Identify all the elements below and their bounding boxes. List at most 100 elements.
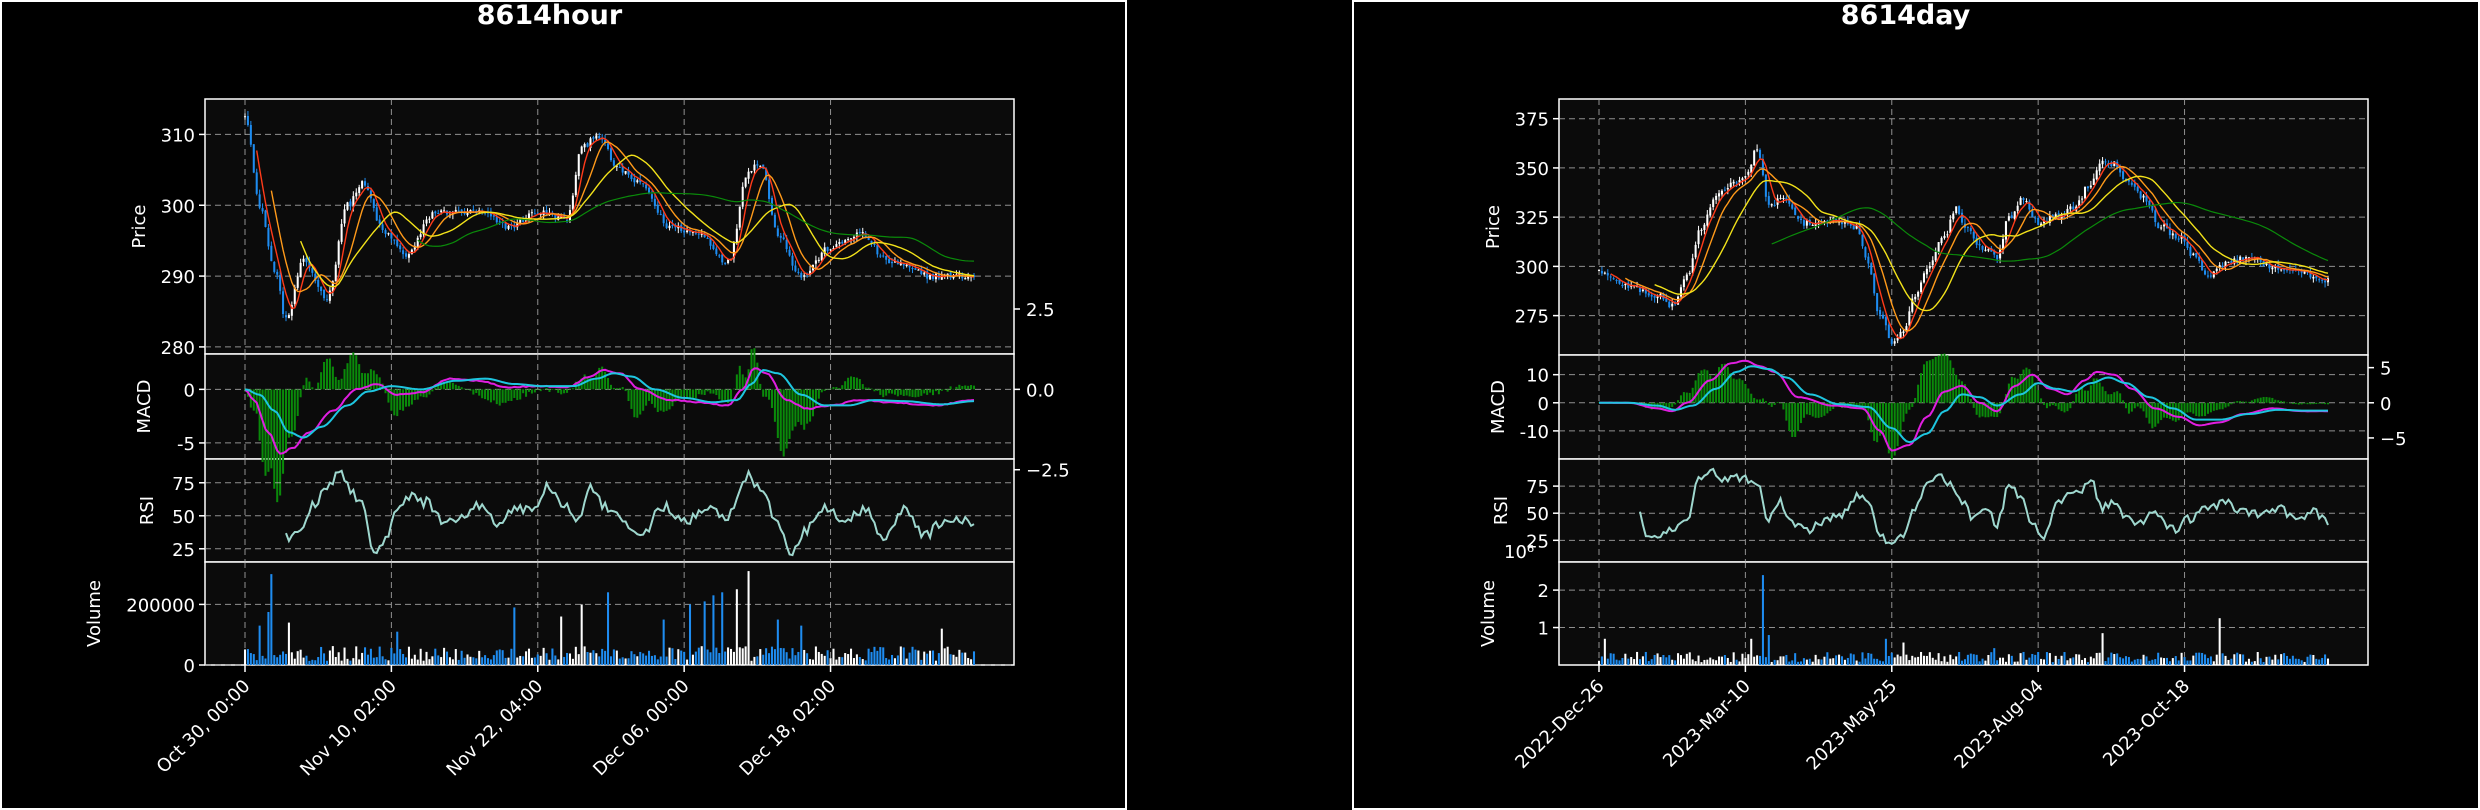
macd-hist-bar <box>1767 402 1770 405</box>
candle-body <box>2221 265 2224 267</box>
candle-body <box>2186 241 2189 248</box>
signal-line <box>244 369 975 439</box>
volume-bar <box>1920 651 1923 665</box>
candle-body <box>791 255 794 266</box>
candle-body <box>2283 268 2286 271</box>
volume-bar <box>800 625 803 665</box>
candle-body <box>2007 216 2010 221</box>
candle-body <box>949 272 952 279</box>
volume-bar <box>402 653 405 665</box>
volume-bar <box>299 649 302 665</box>
candle-body <box>372 199 375 209</box>
macd-hist-bar <box>718 389 721 400</box>
candle-body <box>2013 211 2016 220</box>
volume-bar <box>2136 658 2139 665</box>
macd-hist-bar <box>2078 389 2081 403</box>
volume-bar <box>867 648 870 665</box>
macd-hist-bar <box>826 389 829 390</box>
volume-bar <box>525 651 528 665</box>
volume-bar <box>1843 659 1846 665</box>
candle-body <box>1961 212 1964 223</box>
macd-right-ytick-label: −2.5 <box>1026 461 1070 482</box>
candle-body <box>2142 195 2145 198</box>
volume-bar <box>396 631 399 665</box>
volume-bar <box>826 650 829 665</box>
macd-ytick-label: 0 <box>184 380 195 401</box>
volume-bar <box>536 654 539 665</box>
candle-body <box>1928 265 1931 269</box>
candle-body <box>850 238 853 240</box>
macd-hist-bar <box>595 373 598 390</box>
volume-bar <box>946 646 949 665</box>
candle-body <box>2130 182 2133 185</box>
macd-hist-bar <box>2154 402 2157 427</box>
candle-body <box>314 273 317 281</box>
macd-hist-bar <box>361 372 364 390</box>
volume-bar <box>1685 653 1688 665</box>
x-tick-label: Dec 18, 02:00 <box>736 676 840 780</box>
volume-bar <box>697 647 700 665</box>
candle-body <box>595 135 598 139</box>
volume-bar <box>1972 654 1975 665</box>
macd-hist-bar <box>270 389 273 469</box>
candle-body <box>1858 225 1861 235</box>
candle-body <box>618 166 621 168</box>
volume-bar <box>700 646 703 665</box>
candle-body <box>2133 183 2136 187</box>
macd-hist-bar <box>560 389 563 395</box>
macd-hist-bar <box>2010 376 2013 403</box>
volume-bar <box>2291 655 2294 665</box>
macd-hist-bar <box>2189 402 2192 413</box>
macd-hist-bar <box>2151 402 2154 429</box>
volume-bar <box>358 659 361 665</box>
candle-body <box>2280 269 2283 271</box>
macd-hist-bar <box>2113 392 2116 403</box>
macd-hist-bar <box>814 389 817 406</box>
candle-body <box>2321 279 2324 281</box>
candle-body <box>2066 208 2069 215</box>
volume-bar <box>911 646 914 665</box>
candle-body <box>852 236 855 239</box>
volume-bar <box>557 659 560 665</box>
volume-bar <box>2277 659 2280 665</box>
volume-bar <box>1797 661 1800 665</box>
x-tick-label: 2023-Oct-18 <box>2099 676 2194 771</box>
volume-bar <box>481 657 484 665</box>
macd-hist-bar <box>2089 385 2092 403</box>
rsi-panel-frame <box>1558 458 2369 563</box>
candle-body <box>2209 275 2212 277</box>
volume-bar <box>2040 658 2043 665</box>
volume-bar <box>1914 657 1917 665</box>
volume-bar <box>2142 654 2145 665</box>
macd-hist-bar <box>1738 378 1741 403</box>
candle-body <box>2016 205 2019 211</box>
volume-bar <box>601 648 604 665</box>
candle-body <box>803 275 806 277</box>
candle-body <box>727 259 730 264</box>
macd-hist-bar <box>563 389 566 394</box>
macd-hist-bar <box>305 377 308 390</box>
volume-bar <box>1820 659 1823 665</box>
volume-bar <box>2154 659 2157 665</box>
volume-bar <box>1911 655 1914 665</box>
volume-bar <box>618 658 621 665</box>
candle-body <box>715 248 718 255</box>
ma-mid-line <box>1624 165 2329 332</box>
candle-body <box>1770 204 1773 206</box>
macd-hist-bar <box>1879 402 1882 436</box>
macd-hist-bar <box>2072 401 2075 403</box>
macd-hist-bar <box>841 385 844 390</box>
volume-bar <box>2157 652 2160 665</box>
macd-hist-bar <box>2204 402 2207 417</box>
volume-bar <box>1966 654 1969 665</box>
volume-bar <box>931 650 935 665</box>
candle-body <box>964 278 967 280</box>
candle-body <box>358 187 361 193</box>
volume-bar <box>2312 654 2315 665</box>
candle-body <box>261 208 264 212</box>
volume-bar <box>961 652 964 665</box>
volume-bar <box>2183 657 2186 665</box>
volume-bar <box>1732 652 1735 665</box>
candle-body <box>1753 150 1756 166</box>
candle-body <box>2259 257 2262 262</box>
